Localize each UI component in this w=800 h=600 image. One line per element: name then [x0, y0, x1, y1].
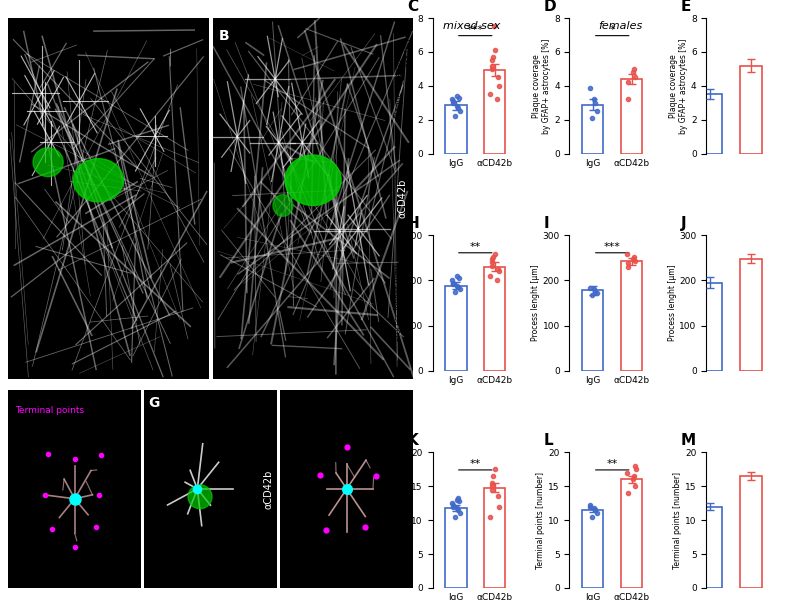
Bar: [621, 79, 642, 154]
Y-axis label: Plaque coverage
by GFAP+ astrocytes [%]: Plaque coverage by GFAP+ astrocytes [%]: [669, 38, 688, 134]
Y-axis label: Terminal points [number]: Terminal points [number]: [399, 472, 409, 569]
Bar: [484, 70, 506, 154]
Text: D: D: [544, 0, 557, 14]
Text: E: E: [681, 0, 691, 14]
Text: B: B: [218, 29, 230, 43]
Text: **: **: [606, 460, 618, 469]
Bar: [582, 104, 603, 154]
Y-axis label: Plaque coverage
by GFAP+ astrocytes [%]: Plaque coverage by GFAP+ astrocytes [%]: [532, 38, 551, 134]
Bar: [445, 286, 466, 371]
Text: **: **: [470, 242, 481, 252]
Y-axis label: Terminal points [number]: Terminal points [number]: [537, 472, 546, 569]
Bar: [582, 510, 603, 588]
Ellipse shape: [74, 158, 123, 202]
Text: αCD42b: αCD42b: [398, 179, 407, 218]
Bar: [740, 259, 762, 371]
Text: L: L: [544, 433, 554, 448]
Bar: [445, 508, 466, 588]
Bar: [740, 65, 762, 154]
Text: ***: ***: [467, 25, 484, 35]
Y-axis label: Terminal points [number]: Terminal points [number]: [674, 472, 682, 569]
Text: Terminal points: Terminal points: [14, 406, 84, 415]
Text: I: I: [544, 216, 550, 231]
Text: mixed sex: mixed sex: [443, 21, 501, 31]
Ellipse shape: [285, 155, 341, 205]
Text: M: M: [681, 433, 696, 448]
Bar: [484, 488, 506, 588]
Text: C: C: [407, 0, 418, 14]
Text: *: *: [610, 25, 615, 35]
Text: H: H: [407, 216, 419, 231]
Ellipse shape: [273, 194, 293, 216]
Bar: [445, 106, 466, 154]
Bar: [699, 283, 722, 371]
Text: **: **: [470, 460, 481, 469]
Text: ***: ***: [604, 242, 621, 252]
Bar: [740, 476, 762, 588]
Text: αCD42b: αCD42b: [263, 469, 274, 509]
Bar: [621, 262, 642, 371]
Ellipse shape: [188, 485, 212, 509]
Y-axis label: Process lenght [µm]: Process lenght [µm]: [530, 265, 540, 341]
Y-axis label: Plaque coverage
by GFAP+ astrocytes [%]: Plaque coverage by GFAP+ astrocytes [%]: [395, 38, 414, 134]
Bar: [621, 479, 642, 588]
Text: G: G: [148, 395, 159, 410]
Text: females: females: [598, 21, 642, 31]
Bar: [699, 94, 722, 154]
Bar: [484, 267, 506, 371]
Text: K: K: [407, 433, 418, 448]
Text: J: J: [681, 216, 686, 231]
Y-axis label: Process lenght [µm]: Process lenght [µm]: [668, 265, 677, 341]
Y-axis label: Process lenght [µm]: Process lenght [µm]: [394, 265, 402, 341]
Bar: [699, 506, 722, 588]
Bar: [582, 290, 603, 371]
Ellipse shape: [33, 148, 63, 176]
